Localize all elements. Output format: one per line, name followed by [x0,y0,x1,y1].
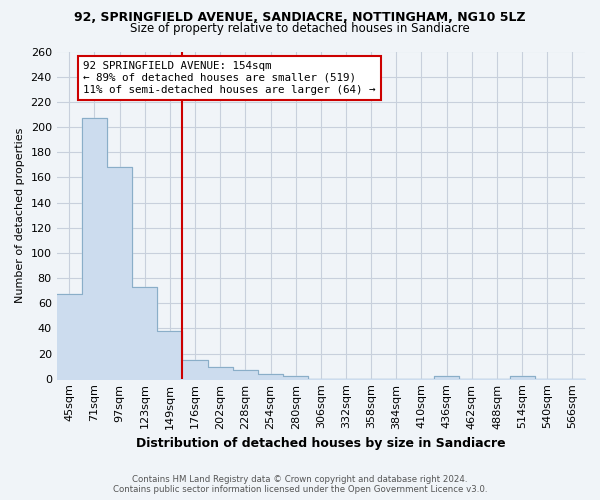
Text: 92 SPRINGFIELD AVENUE: 154sqm
← 89% of detached houses are smaller (519)
11% of : 92 SPRINGFIELD AVENUE: 154sqm ← 89% of d… [83,62,376,94]
Text: 92, SPRINGFIELD AVENUE, SANDIACRE, NOTTINGHAM, NG10 5LZ: 92, SPRINGFIELD AVENUE, SANDIACRE, NOTTI… [74,11,526,24]
Text: Contains HM Land Registry data © Crown copyright and database right 2024.
Contai: Contains HM Land Registry data © Crown c… [113,474,487,494]
Y-axis label: Number of detached properties: Number of detached properties [15,128,25,303]
X-axis label: Distribution of detached houses by size in Sandiacre: Distribution of detached houses by size … [136,437,506,450]
Text: Size of property relative to detached houses in Sandiacre: Size of property relative to detached ho… [130,22,470,35]
